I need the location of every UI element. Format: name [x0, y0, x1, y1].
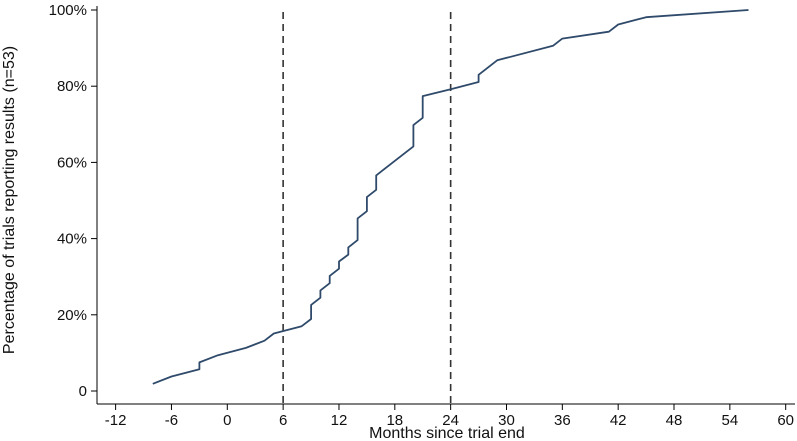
y-tick-label: 20% — [57, 307, 87, 324]
y-tick-label: 40% — [57, 231, 87, 248]
x-axis-title: Months since trial end — [369, 425, 525, 441]
x-tick-label: 36 — [554, 412, 571, 429]
y-tick-label: 60% — [57, 154, 87, 171]
y-axis-title: Percentage of trials reporting results (… — [1, 46, 18, 354]
y-tick-label: 100% — [49, 2, 87, 19]
x-tick-label: 42 — [610, 412, 627, 429]
y-tick-label: 80% — [57, 78, 87, 95]
x-tick-label: 24 — [442, 412, 459, 429]
x-tick-label: 18 — [386, 412, 403, 429]
y-tick-label: 0 — [79, 383, 87, 400]
x-tick-label: 48 — [666, 412, 683, 429]
x-tick-label: 60 — [777, 412, 794, 429]
x-tick-label: 12 — [331, 412, 348, 429]
tick-layer: -12 -6 0 6 12 18 24 30 36 42 48 54 60 0 20% 40% 60% 80% 10… — [49, 2, 794, 429]
x-tick-label: 30 — [498, 412, 515, 429]
series-layer — [152, 9, 749, 385]
x-tick-label: 54 — [722, 412, 739, 429]
plot-axes — [96, 6, 795, 405]
reference-lines — [282, 12, 452, 404]
x-tick-label: 0 — [223, 412, 231, 429]
x-tick-label: 6 — [279, 412, 287, 429]
x-tick-label: -12 — [105, 412, 127, 429]
series-line — [152, 9, 749, 385]
x-tick-label: -6 — [165, 412, 178, 429]
